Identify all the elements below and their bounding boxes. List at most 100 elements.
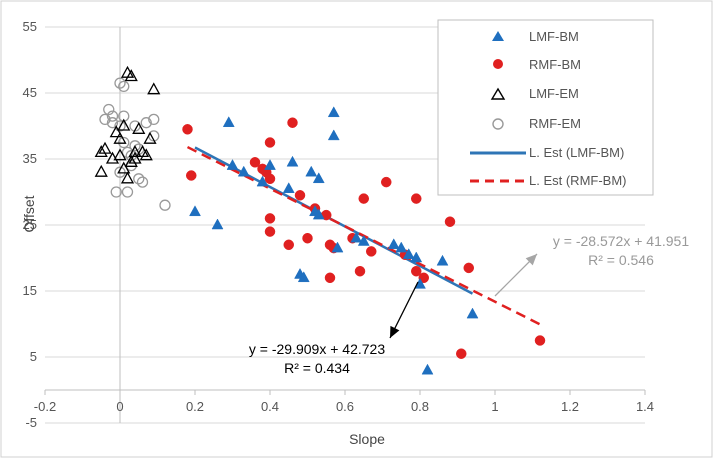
point-rmf-em [140,117,152,129]
point-lmf-em [120,171,135,184]
legend-rmf-em-label: RMF-EM [529,116,581,131]
point-lmf-em [113,131,127,144]
point-rmf-em [114,77,126,89]
point-lmf-em [117,161,131,174]
legend-rmf-bm-label: RMF-BM [529,57,581,72]
point-rmf-bm [182,124,193,135]
y-tick-label: 35 [23,151,37,166]
x-tick-label: 0.6 [336,399,354,414]
legend-trend-lmf-bm-label: L. Est (LMF-BM) [529,145,624,160]
legend-lmf-bm-label: LMF-BM [529,29,579,44]
point-lmf-bm [312,208,325,220]
point-lmf-bm [331,241,344,253]
y-tick-label: 5 [30,349,37,364]
point-rmf-em [114,166,126,178]
point-rmf-em [106,117,119,129]
legend-rmf-em-circle-icon [492,118,504,130]
point-lmf-em [117,118,131,131]
annotation-arrows [389,253,538,339]
y-tick-label: 55 [23,19,37,34]
point-lmf-em [109,125,123,138]
point-rmf-em [129,140,141,152]
point-lmf-bm [286,155,299,167]
point-rmf-bm [444,216,456,227]
point-lmf-bm [327,106,340,118]
x-tick-label: 1.2 [561,399,579,414]
point-lmf-bm [387,238,400,250]
point-lmf-bm [436,254,449,266]
point-lmf-bm [350,231,363,243]
point-rmf-em [110,186,122,198]
point-rmf-bm [186,170,197,181]
point-rmf-bm [287,117,298,128]
x-tick-label: 0 [116,399,123,414]
legend-lmf-em-triangle-icon [490,87,506,100]
point-lmf-bm [395,241,408,253]
x-tick-label: 1 [491,399,498,414]
y-tick-label: 45 [23,85,37,100]
point-rmf-bm [294,190,306,201]
point-lmf-em [94,145,108,158]
point-lmf-bm [211,218,224,230]
point-lmf-em [147,82,161,95]
y-tick-label: -5 [25,415,37,430]
data-points [94,65,546,375]
point-lmf-bm [237,165,250,177]
legend-lmf-bm-triangle-icon [492,31,504,41]
point-lmf-em [139,148,153,161]
point-lmf-bm [357,234,370,246]
point-lmf-bm [256,175,269,187]
point-lmf-bm [189,205,201,217]
point-rmf-bm [381,176,392,188]
annotation-arrow-rmf-bm-head [525,254,537,266]
point-lmf-bm [297,271,310,283]
point-lmf-bm [466,307,479,319]
point-rmf-em [136,176,149,188]
point-rmf-em [103,103,115,116]
y-tick-label: 25 [23,217,37,232]
tick-labels: -5 5 15 25 35 45 55 -0.2 0 0.2 0.4 0.6 0.8 1 1.2 1.4 [23,19,655,430]
annotation-arrow-lmf-bm-head [390,325,400,338]
point-lmf-bm [421,363,434,375]
point-rmf-em [148,113,160,126]
point-rmf-bm [358,193,369,204]
y-axis-label: Offset [21,195,37,232]
point-lmf-em [98,141,112,154]
point-lmf-em [94,164,108,177]
point-rmf-em [106,110,119,122]
point-rmf-bm [264,137,276,148]
legend-box [437,19,654,196]
point-rmf-bm [456,348,467,359]
point-rmf-bm [264,213,276,224]
point-rmf-em [118,136,130,149]
legend-lmf-em-label: LMF-EM [529,86,579,101]
annotation-rmf-bm-r2: R² = 0.546 [588,252,654,268]
legend-rmf-bm-circle-icon [493,59,503,69]
x-axis-label: Slope [349,431,385,447]
point-lmf-em [113,148,127,161]
point-lmf-em [128,151,142,164]
annotation-lmf-bm-r2: R² = 0.434 [284,360,350,376]
point-lmf-bm [222,116,235,127]
point-lmf-em [143,131,157,144]
point-lmf-bm [305,165,318,177]
point-rmf-bm [264,173,276,185]
point-rmf-em [99,113,111,126]
point-rmf-bm [354,265,366,277]
point-rmf-bm [411,193,422,204]
point-rmf-em [133,173,145,185]
point-lmf-bm [402,248,415,259]
point-lmf-bm [282,182,295,193]
point-rmf-bm [411,265,422,277]
point-rmf-bm [264,226,276,237]
axes [44,27,646,423]
point-lmf-em [128,145,142,158]
point-lmf-em [124,69,138,82]
point-rmf-bm [302,232,313,244]
point-rmf-em [121,146,134,159]
point-lmf-bm [410,251,423,263]
point-lmf-em [132,121,146,134]
y-tick-label: 15 [23,283,37,298]
